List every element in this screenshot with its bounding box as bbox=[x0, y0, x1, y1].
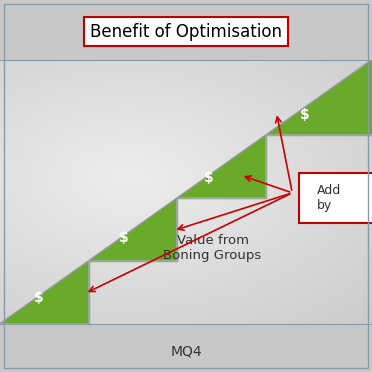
Text: Benefit of Optimisation: Benefit of Optimisation bbox=[90, 23, 282, 41]
FancyBboxPatch shape bbox=[299, 173, 372, 223]
Polygon shape bbox=[266, 60, 372, 135]
Text: $: $ bbox=[119, 231, 129, 245]
Text: Value from
Boning Groups: Value from Boning Groups bbox=[163, 234, 262, 262]
Text: MQ4: MQ4 bbox=[170, 344, 202, 359]
Text: $: $ bbox=[300, 108, 310, 122]
Text: Add
by: Add by bbox=[317, 184, 341, 212]
Polygon shape bbox=[89, 198, 177, 261]
Text: $: $ bbox=[204, 171, 214, 185]
Polygon shape bbox=[177, 135, 266, 198]
Polygon shape bbox=[0, 261, 89, 324]
Text: $: $ bbox=[34, 292, 44, 305]
